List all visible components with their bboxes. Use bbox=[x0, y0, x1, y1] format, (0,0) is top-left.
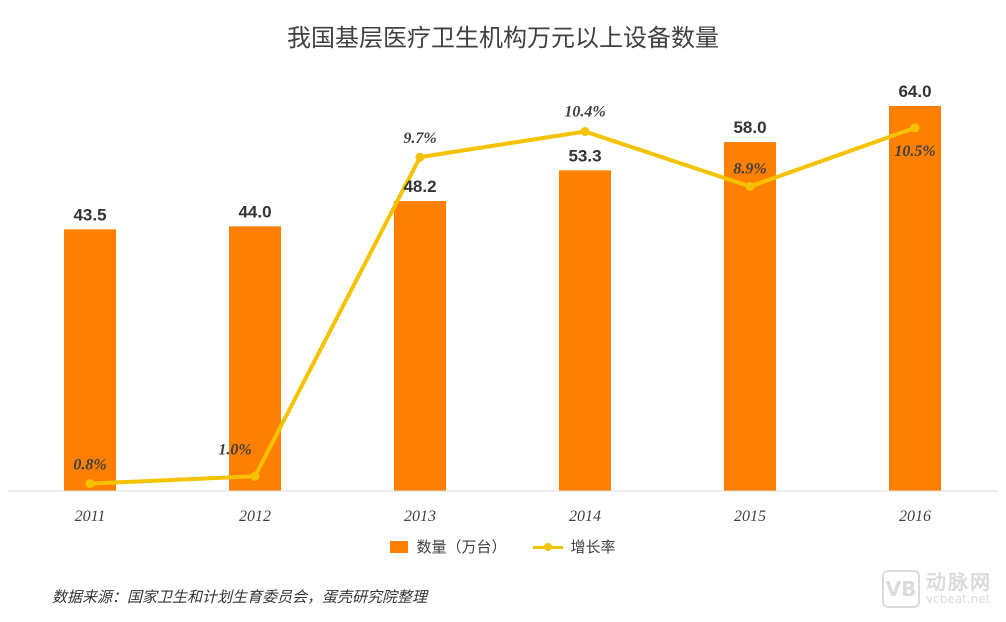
growth-point-2012 bbox=[250, 471, 260, 481]
bar-series bbox=[64, 106, 941, 491]
bar-2014 bbox=[559, 170, 611, 491]
growth-point-2011 bbox=[85, 479, 95, 489]
bar-label-2014: 53.3 bbox=[568, 146, 601, 165]
watermark-logo: VB 动脉网 vcbeat.net bbox=[882, 570, 992, 608]
growth-label-2012: 1.0% bbox=[218, 441, 251, 458]
bar-label-2015: 58.0 bbox=[733, 118, 766, 137]
legend-label-bars: 数量（万台） bbox=[416, 538, 507, 556]
growth-point-2013 bbox=[415, 152, 425, 162]
x-tick-2016: 2016 bbox=[899, 508, 931, 525]
legend-swatch-line bbox=[532, 541, 563, 553]
watermark-url: vcbeat.net bbox=[926, 592, 991, 607]
source-note: 数据来源：国家卫生和计划生育委员会，蛋壳研究院整理 bbox=[52, 588, 428, 606]
legend-item-bars: 数量（万台） bbox=[390, 536, 507, 557]
x-tick-2011: 2011 bbox=[75, 508, 106, 525]
growth-point-2014 bbox=[580, 126, 590, 136]
bar-label-2012: 44.0 bbox=[238, 202, 271, 221]
legend-label-line: 增长率 bbox=[570, 538, 616, 556]
legend: 数量（万台） 增长率 bbox=[0, 536, 1006, 557]
growth-label-2015: 8.9% bbox=[733, 160, 766, 177]
data-labels: 43.5 44.0 48.2 53.3 58.0 64.0 0.8% 1.0% 9.7% 10.4… bbox=[73, 82, 935, 474]
bar-2015 bbox=[724, 142, 776, 491]
line-series bbox=[85, 123, 920, 489]
x-tick-2012: 2012 bbox=[239, 508, 271, 525]
chart-plot: 43.5 44.0 48.2 53.3 58.0 64.0 0.8% 1.0% 9.7% 10.4… bbox=[8, 82, 998, 525]
watermark-text: 动脉网 vcbeat.net bbox=[926, 571, 992, 606]
growth-label-2016: 10.5% bbox=[894, 143, 935, 160]
growth-point-2016 bbox=[910, 123, 920, 133]
legend-item-line: 增长率 bbox=[532, 536, 616, 557]
chart-title: 我国基层医疗卫生机构万元以上设备数量 bbox=[287, 24, 719, 52]
watermark-logo-icon: VB bbox=[882, 570, 920, 608]
bar-2013 bbox=[394, 201, 446, 491]
growth-label-2011: 0.8% bbox=[73, 457, 106, 474]
x-axis: 2011 2012 2013 2014 2015 2016 bbox=[8, 490, 998, 525]
x-tick-2013: 2013 bbox=[404, 508, 436, 525]
growth-point-2015 bbox=[745, 181, 755, 191]
growth-line bbox=[89, 125, 916, 486]
growth-label-2013: 9.7% bbox=[403, 130, 436, 147]
x-tick-2015: 2015 bbox=[734, 508, 766, 525]
x-tick-2014: 2014 bbox=[569, 508, 601, 525]
bar-label-2016: 64.0 bbox=[898, 82, 931, 101]
bar-label-2011: 43.5 bbox=[73, 205, 106, 224]
bar-2011 bbox=[64, 229, 116, 491]
legend-swatch-bar bbox=[390, 540, 409, 553]
watermark-name: 动脉网 bbox=[926, 570, 992, 595]
bar-2016 bbox=[889, 106, 941, 491]
growth-label-2014: 10.4% bbox=[564, 103, 605, 120]
bar-label-2013: 48.2 bbox=[403, 177, 436, 196]
